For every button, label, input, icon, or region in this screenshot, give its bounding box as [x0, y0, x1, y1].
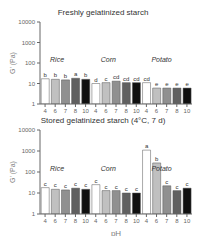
svg-text:4: 4 [94, 218, 98, 224]
svg-text:e: e [155, 81, 159, 87]
svg-text:1000: 1000 [22, 148, 36, 154]
svg-text:c: c [175, 184, 178, 190]
svg-text:c: c [125, 186, 128, 192]
svg-text:c: c [94, 178, 97, 184]
svg-text:10: 10 [184, 218, 191, 224]
svg-text:8: 8 [74, 108, 78, 114]
svg-text:10: 10 [82, 108, 89, 114]
svg-text:b: b [54, 72, 58, 78]
svg-text:100: 100 [25, 60, 36, 66]
svg-text:7: 7 [165, 218, 169, 224]
html-text:Stored gelatinized starch (4°C: Stored gelatinized starch (4°C, 7 d) [40, 116, 166, 125]
svg-text:Corn: Corn [101, 56, 116, 63]
svg-text:10000: 10000 [18, 127, 35, 133]
svg-text:4: 4 [43, 108, 47, 114]
svg-text:10: 10 [133, 108, 140, 114]
svg-text:7: 7 [114, 108, 118, 114]
svg-text:cd: cd [123, 76, 129, 82]
svg-text:10: 10 [82, 218, 89, 224]
svg-text:7: 7 [114, 218, 118, 224]
svg-text:100: 100 [25, 169, 36, 175]
svg-text:8: 8 [175, 108, 179, 114]
svg-text:10: 10 [28, 190, 35, 196]
svg-text:6: 6 [54, 108, 58, 114]
svg-text:6: 6 [104, 108, 108, 114]
svg-text:10: 10 [184, 108, 191, 114]
svg-text:10: 10 [133, 218, 140, 224]
svg-text:10: 10 [28, 81, 35, 87]
svg-text:b: b [84, 72, 88, 78]
svg-text:Corn: Corn [101, 165, 116, 172]
svg-text:4: 4 [94, 108, 98, 114]
svg-text:4: 4 [145, 218, 149, 224]
svg-text:cd: cd [113, 74, 119, 80]
svg-text:7: 7 [64, 108, 68, 114]
svg-text:c: c [44, 181, 47, 187]
svg-text:pH: pH [111, 229, 121, 236]
svg-text:c: c [64, 183, 67, 189]
svg-text:8: 8 [124, 108, 128, 114]
svg-text:b: b [64, 73, 68, 79]
svg-text:1: 1 [32, 211, 36, 217]
svg-text:c: c [74, 181, 77, 187]
html-text:Freshly gelatinized starch: Freshly gelatinized starch [57, 8, 149, 17]
svg-text:b: b [155, 156, 159, 162]
svg-text:1000: 1000 [22, 40, 36, 46]
svg-text:6: 6 [104, 218, 108, 224]
svg-text:c: c [54, 182, 57, 188]
svg-text:e: e [175, 81, 179, 87]
svg-text:a: a [74, 71, 78, 77]
svg-text:d: d [94, 77, 97, 83]
svg-text:a: a [145, 143, 149, 149]
svg-text:4: 4 [43, 218, 47, 224]
svg-text:cd: cd [143, 76, 149, 82]
svg-text:e: e [165, 81, 169, 87]
svg-text:1: 1 [32, 101, 36, 107]
svg-text:c: c [186, 181, 189, 187]
svg-text:c: c [135, 186, 138, 192]
svg-text:6: 6 [155, 218, 159, 224]
svg-text:6: 6 [155, 108, 159, 114]
svg-text:c: c [105, 76, 108, 82]
svg-text:c: c [105, 184, 108, 190]
svg-text:c: c [115, 184, 118, 190]
svg-text:4: 4 [145, 108, 149, 114]
svg-text:8: 8 [74, 218, 78, 224]
svg-text:7: 7 [165, 108, 169, 114]
svg-text:e: e [185, 81, 189, 87]
svg-text:b: b [44, 72, 48, 78]
svg-text:Potato: Potato [151, 165, 171, 172]
svg-text:Rice: Rice [50, 165, 64, 172]
svg-text:c: c [165, 179, 168, 185]
svg-text:7: 7 [64, 218, 68, 224]
svg-text:G’ (Pa): G’ (Pa) [9, 52, 17, 74]
svg-text:Potato: Potato [151, 56, 171, 63]
svg-text:c: c [84, 182, 87, 188]
svg-text:cd: cd [133, 76, 139, 82]
svg-text:8: 8 [175, 218, 179, 224]
svg-text:8: 8 [124, 218, 128, 224]
svg-text:10000: 10000 [18, 19, 35, 25]
svg-text:G’ (Pa): G’ (Pa) [9, 161, 17, 183]
svg-text:Rice: Rice [50, 56, 64, 63]
svg-text:6: 6 [54, 218, 58, 224]
